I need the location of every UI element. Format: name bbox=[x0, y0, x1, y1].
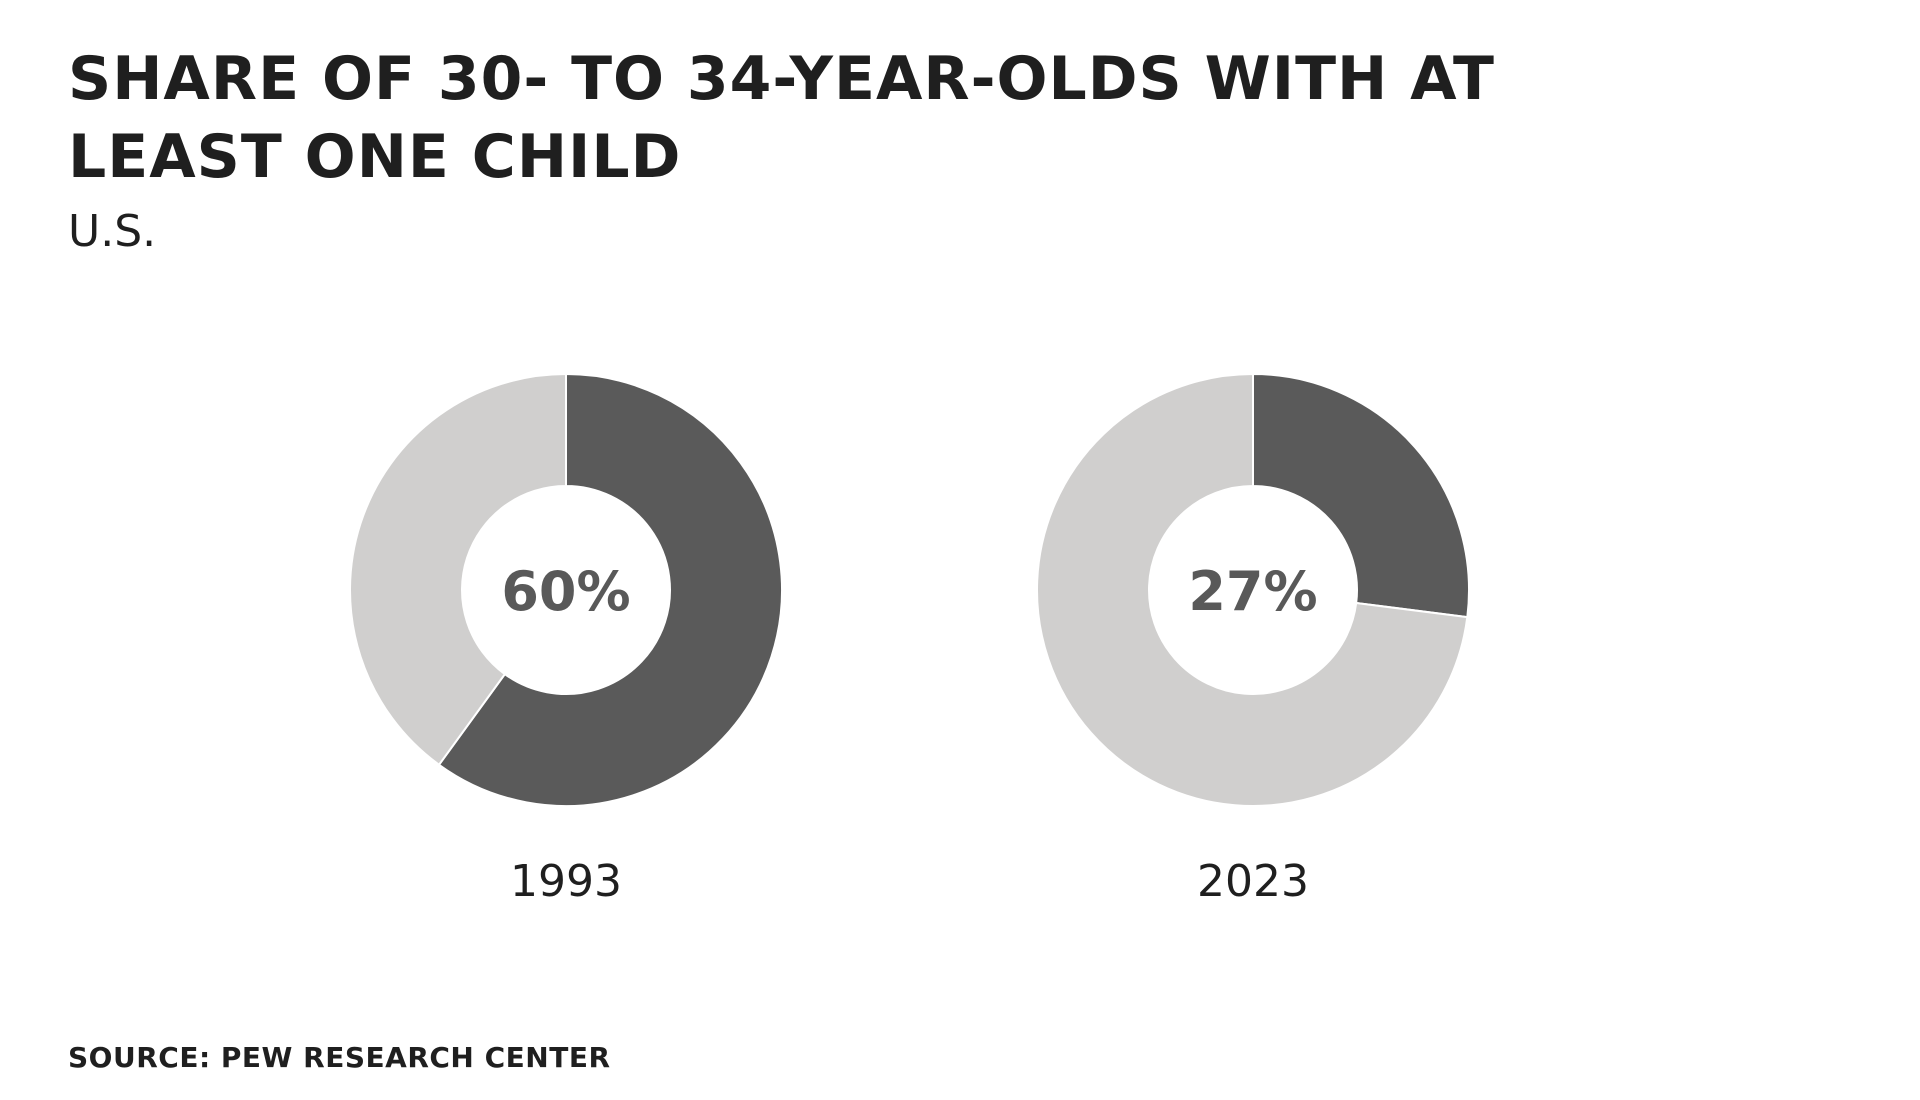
slice-remainder bbox=[349, 372, 567, 767]
chart-subtitle: U.S. bbox=[68, 206, 157, 257]
slice-with-child bbox=[1252, 372, 1470, 619]
center-percent-label: 60% bbox=[501, 560, 630, 623]
donut-2023: 27% 2023 bbox=[1036, 372, 1470, 907]
year-label: 2023 bbox=[1197, 856, 1309, 907]
year-label: 1993 bbox=[510, 856, 622, 907]
source-note: SOURCE: PEW RESEARCH CENTER bbox=[68, 1041, 611, 1074]
center-percent-label: 27% bbox=[1188, 560, 1317, 623]
slice-with-child bbox=[437, 372, 783, 807]
chart-title: SHARE OF 30- TO 34-YEAR-OLDS WITH AT LEA… bbox=[68, 44, 1495, 192]
donut-1993: 60% 1993 bbox=[349, 372, 783, 907]
slice-remainder bbox=[1036, 372, 1469, 807]
